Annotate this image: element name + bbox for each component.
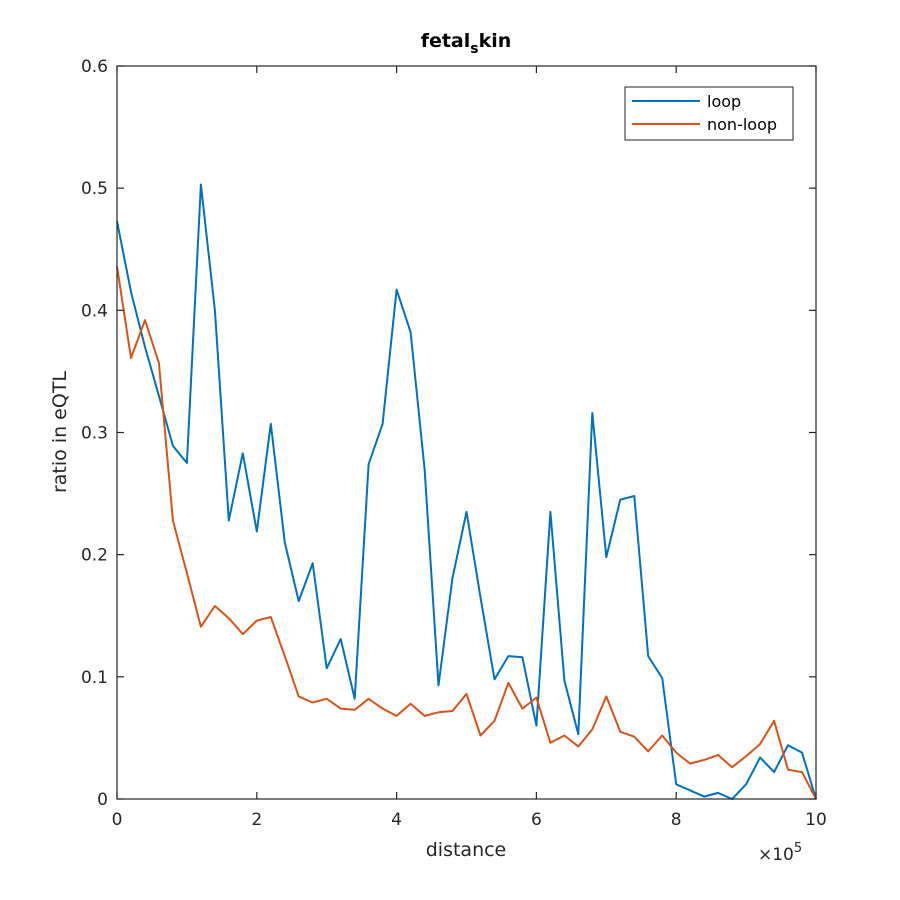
legend-box xyxy=(624,86,794,141)
y-tick-label: 0.5 xyxy=(81,179,108,199)
y-tick-label: 0.4 xyxy=(81,301,108,321)
series-line-loop xyxy=(116,183,817,800)
legend: loop non-loop xyxy=(624,86,794,141)
y-tick-label: 0.2 xyxy=(81,546,108,566)
x-tick-label: 8 xyxy=(671,810,682,830)
x-tick-label: 10 xyxy=(805,810,827,830)
y-tick-label: 0 xyxy=(97,790,108,810)
axis-ticks: 0 2 4 6 8 10 0 0.1 0.2 0.3 0.4 0.5 0.6 xyxy=(81,57,827,830)
x-tick-label: 2 xyxy=(251,810,262,830)
y-axis-label: ratio in eQTL xyxy=(49,371,71,493)
title-part: fetal xyxy=(421,30,471,52)
title-subscript: s xyxy=(470,41,478,57)
x-tick-label: 6 xyxy=(531,810,542,830)
chart-title: fetalskin xyxy=(421,30,512,57)
title-part: kin xyxy=(479,30,512,52)
y-tick-label: 0.6 xyxy=(81,57,108,77)
x-tick-label: 4 xyxy=(391,810,402,830)
legend-label-loop: loop xyxy=(707,92,741,111)
series-line-non-loop xyxy=(116,266,817,800)
legend-label-non-loop: non-loop xyxy=(707,115,777,134)
y-tick-label: 0.3 xyxy=(81,424,108,444)
x-axis-label: distance xyxy=(426,839,507,861)
y-tick-label: 0.1 xyxy=(81,668,108,688)
x-multiplier-base: ×10 xyxy=(758,845,794,865)
x-tick-label: 0 xyxy=(112,810,123,830)
x-multiplier-exponent: 5 xyxy=(794,841,802,856)
x-axis-multiplier: ×105 xyxy=(758,841,802,865)
plot-area xyxy=(116,183,817,800)
